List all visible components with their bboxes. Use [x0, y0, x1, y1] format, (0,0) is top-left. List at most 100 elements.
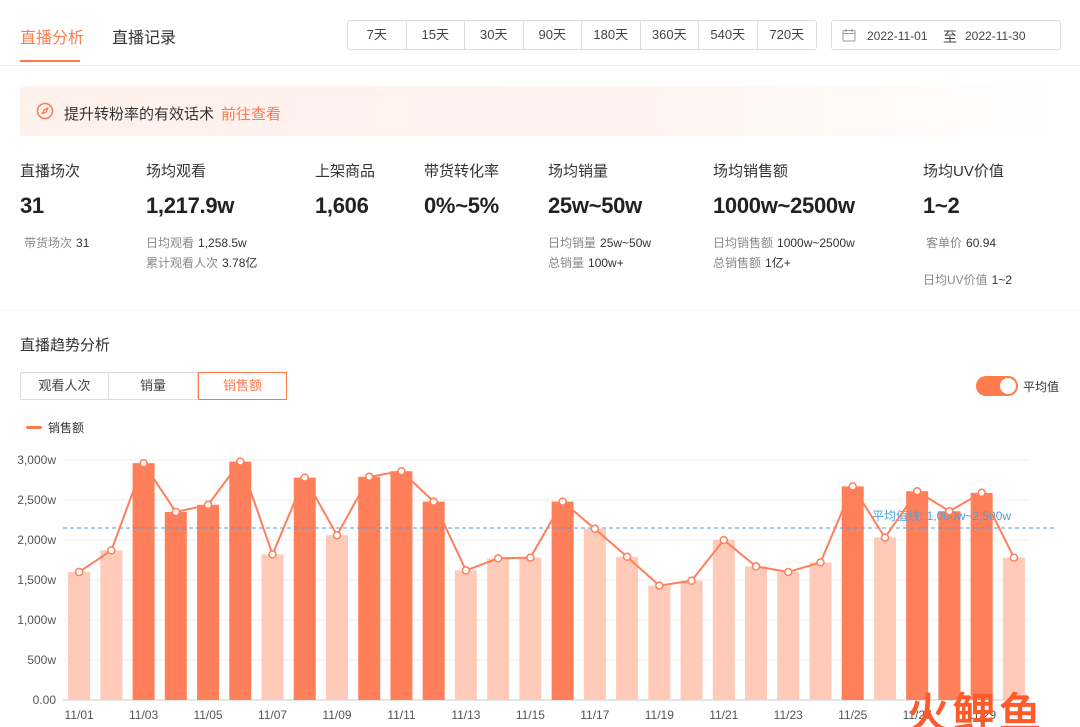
date-range-group: 7天 15天 30天 90天 180天 360天 540天 720天 — [347, 20, 817, 50]
series-point — [429, 497, 438, 506]
stat-label: 直播场次 — [20, 163, 81, 180]
bar — [422, 501, 445, 700]
stat-value: 1000w~2500w — [713, 193, 855, 218]
bar — [873, 537, 896, 700]
y-tick-label: 1,500w — [17, 573, 56, 587]
active-tab-underline — [20, 60, 80, 62]
x-tick-label: 11/17 — [580, 708, 609, 722]
series-line — [78, 459, 1015, 587]
series-point — [558, 497, 567, 506]
stat-value: 1,606 — [315, 193, 369, 218]
average-toggle-wrap: 平均值 — [976, 376, 1059, 396]
date-end[interactable]: 2022-11-30 — [965, 29, 1026, 43]
legend-label: 销售额 — [48, 421, 85, 435]
bar — [745, 566, 768, 700]
series-point — [912, 486, 922, 496]
stat-value: 0%~5% — [424, 193, 499, 218]
series-point — [816, 558, 825, 567]
stat-sub-key: 日均UV价值 — [923, 273, 988, 287]
series-point — [397, 466, 406, 476]
bar — [164, 512, 187, 700]
series-point — [236, 457, 245, 466]
x-tick-label: 11/07 — [258, 708, 287, 722]
x-tick-label: 11/13 — [451, 708, 480, 722]
range-button-180d[interactable]: 180天 — [582, 21, 641, 49]
stat-sub-value: 31 — [76, 236, 90, 250]
bar — [809, 562, 832, 700]
series-point — [364, 472, 374, 482]
range-button-540d[interactable]: 540天 — [699, 21, 758, 49]
series-point — [332, 530, 342, 540]
stat-value: 25w~50w — [548, 193, 642, 218]
bar — [777, 572, 800, 700]
bar — [390, 471, 413, 700]
series-point — [203, 500, 213, 510]
date-start[interactable]: 2022-11-01 — [867, 29, 928, 43]
stat-avg-sales-amount: 场均销售额 1000w~2500w 日均销售额 1000w~2500w 总销售额 1… — [713, 160, 855, 273]
bar — [648, 585, 671, 700]
bar — [1002, 557, 1025, 700]
bar — [680, 580, 703, 700]
tab-live-analysis[interactable]: 直播分析 — [20, 30, 85, 47]
stat-value: 31 — [20, 193, 44, 218]
metric-tabs: 观看人次 销量 销售额 — [20, 372, 287, 400]
series-point — [139, 458, 148, 468]
x-tick-label: 11/05 — [193, 708, 222, 722]
metric-tab-sales-volume[interactable]: 销量 — [109, 372, 198, 400]
date-separator: 至 — [943, 29, 957, 45]
watermark-logo: 火鲤鱼 — [907, 690, 1046, 727]
stat-label: 场均UV价值 — [923, 163, 1004, 180]
stat-value: 1,217.9w — [146, 193, 235, 218]
stat-label: 上架商品 — [315, 163, 376, 180]
bar — [358, 476, 381, 700]
stat-uv-value: 场均UV价值 1~2 客单价 60.94 日均UV价值 1~2 — [923, 160, 1012, 290]
stat-sub-value: 1,258.5w — [198, 236, 247, 250]
range-button-720d[interactable]: 720天 — [769, 27, 805, 42]
stat-sub: 日均销量 25w~50w 总销量 100w+ — [548, 233, 651, 273]
stat-sub-key: 客单价 — [926, 236, 963, 250]
series-point — [268, 550, 277, 559]
tip-link[interactable]: 前往查看 — [221, 106, 282, 123]
stat-sub-key: 总销售额 — [713, 256, 762, 270]
bar — [616, 556, 639, 700]
chart-legend[interactable]: 销售额 — [26, 419, 84, 436]
bar — [229, 461, 252, 700]
stat-label: 场均观看 — [146, 163, 207, 180]
range-button-360d[interactable]: 360天 — [641, 21, 699, 49]
bar — [132, 463, 155, 700]
series-point — [74, 567, 84, 577]
series-point — [848, 482, 857, 491]
series-point — [977, 488, 986, 498]
series-point — [622, 552, 632, 562]
average-toggle-label: 平均值 — [1023, 379, 1060, 394]
x-tick-label: 11/29 — [967, 708, 996, 722]
stat-sub-value: 60.94 — [966, 236, 997, 250]
metric-tab-sales-amount[interactable]: 销售额 — [198, 372, 287, 400]
stat-live-count: 直播场次 31 带货场次 31 — [20, 160, 89, 253]
stat-sub: 带货场次 31 — [24, 233, 89, 253]
series-point — [1009, 553, 1019, 562]
stat-sub-key: 日均销量 — [548, 236, 597, 250]
series-point — [300, 473, 309, 482]
x-tick-label: 11/09 — [322, 708, 351, 722]
metric-tab-views[interactable]: 观看人次 — [20, 372, 109, 400]
y-tick-label: 3,000w — [17, 453, 56, 467]
series-point — [784, 567, 793, 577]
range-button-30d[interactable]: 30天 — [465, 21, 524, 49]
series-point — [107, 546, 116, 555]
range-button-15d[interactable]: 15天 — [407, 21, 465, 49]
bar — [325, 535, 348, 700]
range-button-90d[interactable]: 90天 — [524, 21, 582, 49]
x-tick-label: 11/25 — [838, 708, 867, 722]
stat-sub: 客单价 60.94 日均UV价值 1~2 — [923, 233, 1012, 290]
average-toggle[interactable] — [976, 376, 1018, 396]
date-range-picker[interactable]: 2022-11-01 至 2022-11-30 — [831, 20, 1061, 50]
stat-sub-value: 25w~50w — [600, 236, 652, 250]
stat-sub-key: 总销量 — [548, 256, 585, 270]
series-point — [751, 562, 761, 571]
range-button-7d[interactable]: 7天 — [348, 21, 407, 49]
y-tick-label: 0.00 — [33, 693, 57, 707]
tab-live-records[interactable]: 直播记录 — [112, 30, 177, 47]
x-tick-label: 11/21 — [709, 708, 738, 722]
stat-value: 1~2 — [923, 193, 960, 218]
